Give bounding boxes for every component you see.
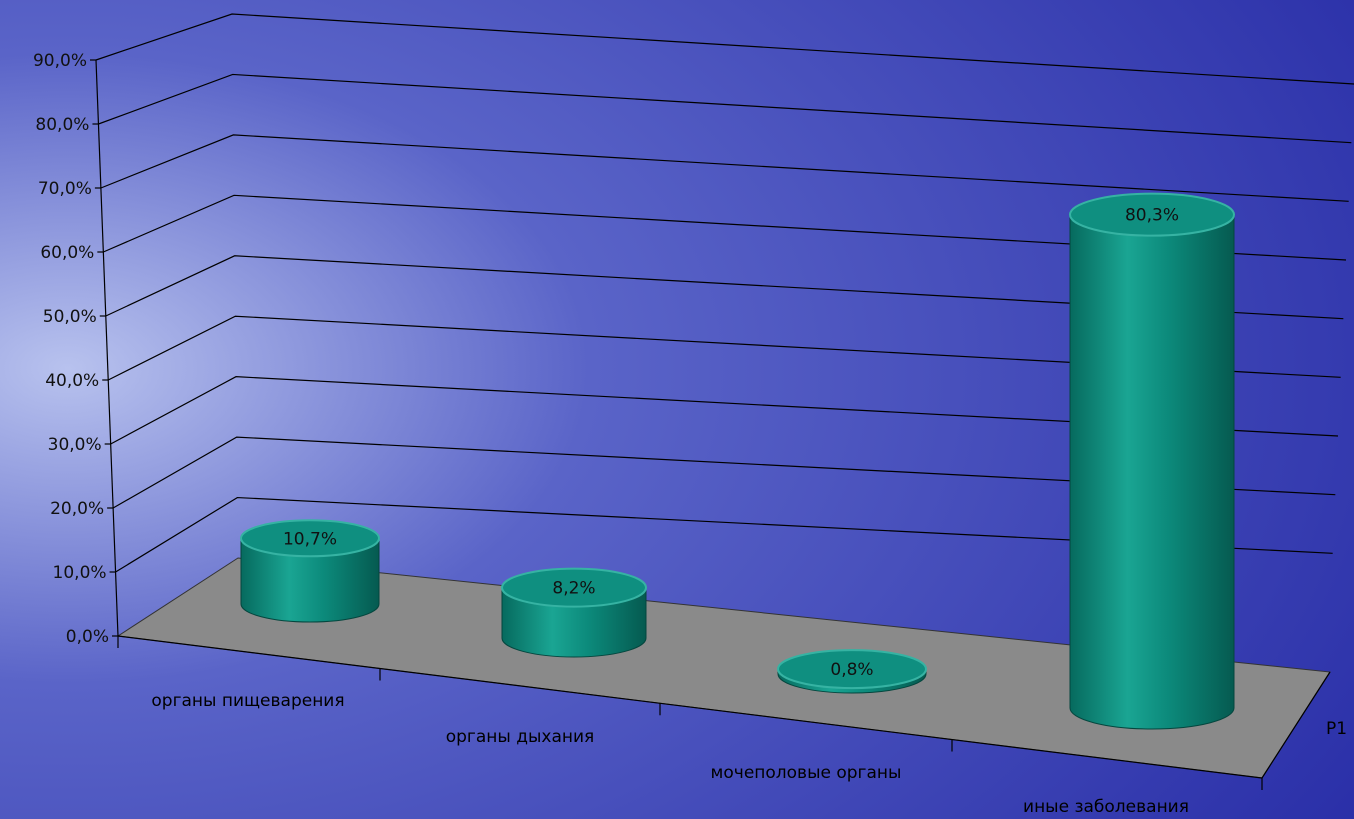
bar-side <box>1069 214 1235 730</box>
y-tick-label: 30,0% <box>48 435 102 455</box>
bar-top <box>1069 192 1235 237</box>
y-tick-label: 10,0% <box>53 563 107 583</box>
gridline <box>115 496 1333 573</box>
y-tick-label: 80,0% <box>35 115 89 135</box>
category-label: иные заболевания <box>1023 797 1189 817</box>
gridline <box>103 194 1347 261</box>
category-label: органы дыхания <box>446 727 595 747</box>
data-label: 80,3% <box>1125 206 1179 226</box>
y-tick-label: 60,0% <box>40 243 94 263</box>
data-label: 0,8% <box>830 660 873 680</box>
gridline <box>107 315 1341 381</box>
category-label: органы пищеварения <box>151 691 344 711</box>
bar-top <box>501 567 647 608</box>
y-tick-label: 90,0% <box>33 51 87 71</box>
category-label: мочеполовые органы <box>711 763 902 783</box>
data-label: 10,7% <box>283 529 337 549</box>
bars: 10,7% 8,2% 0,8% 80,3% <box>240 192 1235 730</box>
gridlines <box>95 13 1354 573</box>
gridline <box>98 73 1352 144</box>
y-tick-labels: 0,0% 10,0% 20,0% 30,0% 40,0% 50,0% 60,0% 70,0% 8… <box>33 51 109 647</box>
gridline <box>95 13 1354 85</box>
x-axis-line <box>117 635 1263 779</box>
y-axis-line <box>95 59 119 637</box>
depth-axis-line <box>1261 671 1331 779</box>
bar: 80,3% <box>1069 192 1235 730</box>
gridline <box>100 134 1349 202</box>
y-tick-label: 40,0% <box>45 371 99 391</box>
bar: 8,2% <box>501 567 647 658</box>
bar: 0,8% <box>777 649 927 694</box>
category-labels: органы пищеварения органы дыхания мочеполо… <box>151 691 1189 817</box>
gridline <box>112 436 1336 509</box>
gridline <box>110 376 1339 445</box>
bar-side <box>240 537 380 623</box>
bar: 10,7% <box>240 519 380 623</box>
value-axis <box>90 59 1331 790</box>
bar-top <box>240 519 380 558</box>
y-tick-label: 50,0% <box>43 307 97 327</box>
y-tick-label: 20,0% <box>50 499 104 519</box>
y-tick-label: 0,0% <box>66 627 109 647</box>
data-label: 8,2% <box>552 579 595 599</box>
y-tick-label: 70,0% <box>38 179 92 199</box>
series-label: Р1 <box>1326 719 1347 739</box>
bar-top <box>777 649 927 690</box>
gridline <box>105 255 1344 320</box>
